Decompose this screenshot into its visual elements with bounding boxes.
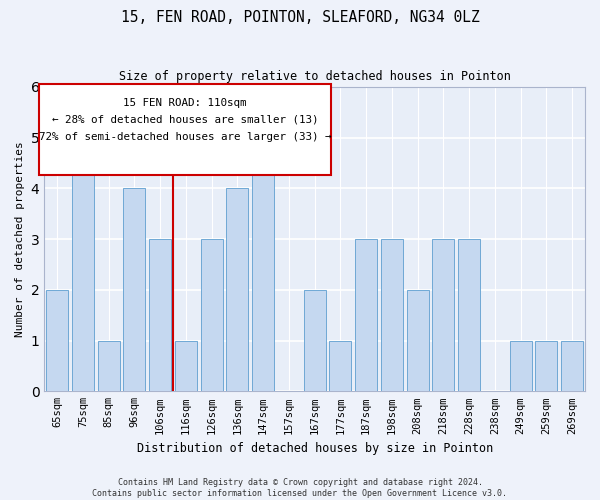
Text: 72% of semi-detached houses are larger (33) →: 72% of semi-detached houses are larger (… xyxy=(38,132,331,142)
Bar xyxy=(201,239,223,392)
Title: Size of property relative to detached houses in Pointon: Size of property relative to detached ho… xyxy=(119,70,511,83)
Bar xyxy=(46,290,68,392)
Bar xyxy=(329,340,352,392)
Bar xyxy=(509,340,532,392)
Text: ← 28% of detached houses are smaller (13): ← 28% of detached houses are smaller (13… xyxy=(52,115,318,125)
Bar xyxy=(355,239,377,392)
Bar xyxy=(561,340,583,392)
Bar xyxy=(381,239,403,392)
Y-axis label: Number of detached properties: Number of detached properties xyxy=(15,141,25,337)
Bar xyxy=(124,188,145,392)
Text: 15 FEN ROAD: 110sqm: 15 FEN ROAD: 110sqm xyxy=(123,98,247,108)
Bar xyxy=(72,138,94,392)
X-axis label: Distribution of detached houses by size in Pointon: Distribution of detached houses by size … xyxy=(137,442,493,455)
Bar xyxy=(149,239,171,392)
Bar xyxy=(98,340,119,392)
FancyBboxPatch shape xyxy=(39,84,331,175)
Bar xyxy=(252,138,274,392)
Bar xyxy=(175,340,197,392)
Text: 15, FEN ROAD, POINTON, SLEAFORD, NG34 0LZ: 15, FEN ROAD, POINTON, SLEAFORD, NG34 0L… xyxy=(121,10,479,25)
Text: Contains HM Land Registry data © Crown copyright and database right 2024.
Contai: Contains HM Land Registry data © Crown c… xyxy=(92,478,508,498)
Bar xyxy=(304,290,326,392)
Bar xyxy=(458,239,480,392)
Bar xyxy=(407,290,428,392)
Bar xyxy=(535,340,557,392)
Bar xyxy=(226,188,248,392)
Bar xyxy=(433,239,454,392)
